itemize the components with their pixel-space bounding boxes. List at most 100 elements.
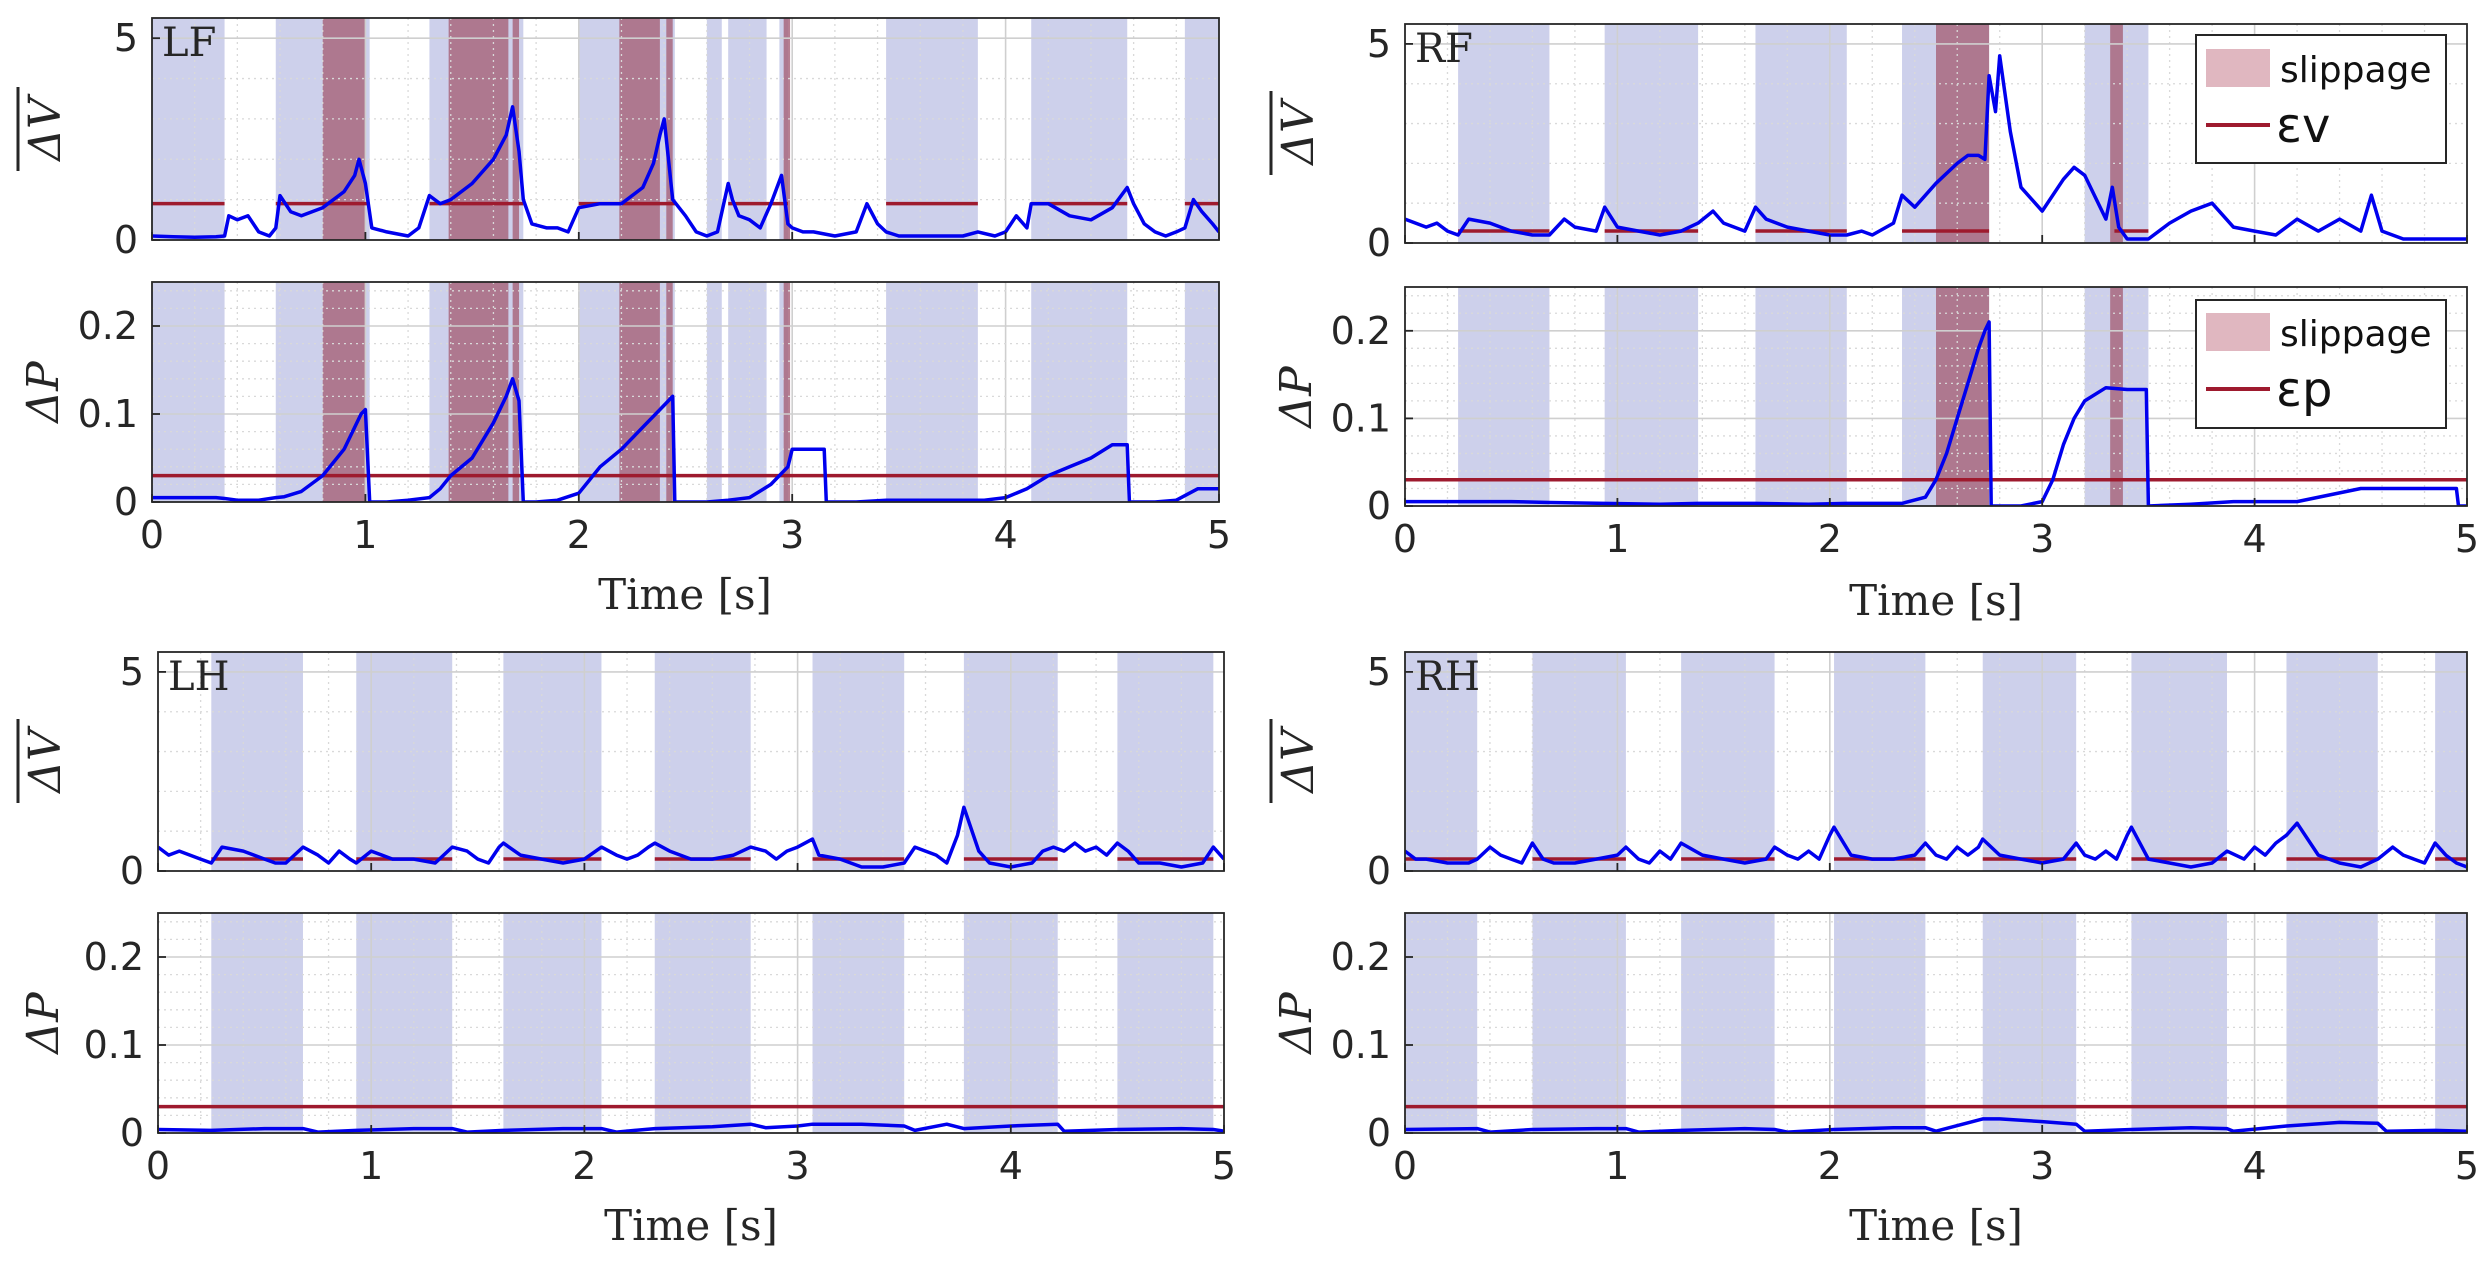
stance-region xyxy=(2131,652,2227,871)
xlabel-rf: Time [s] xyxy=(1849,576,2023,625)
x-tick-label: 1 xyxy=(353,513,377,557)
panel-label-lh: LH xyxy=(168,654,229,700)
x-tick-label: 5 xyxy=(1207,513,1231,557)
x-tick-label: 3 xyxy=(786,1144,810,1188)
slippage-region xyxy=(448,18,509,240)
y-tick-label: 0.2 xyxy=(1331,309,1391,353)
legend-rf-velocity: slippage εv xyxy=(2195,34,2447,164)
x-tick-label: 0 xyxy=(1393,1144,1417,1188)
ylabel-p-text: ΔP xyxy=(18,991,69,1056)
signal-line xyxy=(1405,821,2467,869)
stance-region xyxy=(2286,652,2378,871)
panel-lf-velocity: 05 xyxy=(114,16,1220,262)
panel-rh-velocity: 05 xyxy=(1367,650,2468,893)
ylabel-v-text: ΔV xyxy=(1273,725,1324,795)
slippage-region xyxy=(2110,287,2123,506)
grid xyxy=(1405,652,2467,871)
stance-region xyxy=(1834,913,1926,1133)
xlabel-lh: Time [s] xyxy=(604,1201,778,1250)
stance-region xyxy=(1458,24,1550,243)
ylabel-lf-p: ΔP xyxy=(18,360,69,425)
ylabel-p-text: ΔP xyxy=(1271,991,1322,1056)
panel-label-lf: LF xyxy=(162,20,216,66)
x-tick-label: 1 xyxy=(1605,517,1629,561)
stance-region xyxy=(503,913,602,1133)
stance-region xyxy=(1117,913,1214,1133)
ylabel-rf-v: ΔV xyxy=(1269,91,1324,175)
xlabel-lf: Time [s] xyxy=(598,570,772,619)
stance-region xyxy=(1681,913,1775,1133)
signal-line xyxy=(1405,1117,2467,1133)
panel-label-rh: RH xyxy=(1415,654,1480,700)
stance-region xyxy=(706,282,722,502)
slippage-region xyxy=(448,282,509,502)
ylabel-v-text: ΔV xyxy=(20,725,71,795)
x-tick-label: 2 xyxy=(1818,517,1842,561)
y-tick-label: 0.2 xyxy=(84,935,144,979)
stance-region xyxy=(1532,652,1626,871)
stance-region xyxy=(1604,24,1699,243)
stance-region xyxy=(1755,24,1847,243)
y-tick-label: 0.1 xyxy=(78,392,138,436)
grid xyxy=(1405,913,2467,1133)
x-tick-label: 4 xyxy=(2243,1144,2267,1188)
panel-lh-pressure: 0 0.1 0.2 0 1 2 3 4 5 xyxy=(84,912,1236,1188)
stance-region xyxy=(1604,287,1699,506)
stance-region xyxy=(812,913,905,1133)
axes-frame xyxy=(1404,286,2468,507)
axes-frame xyxy=(1404,651,2468,872)
y-tick-label: 0.2 xyxy=(78,304,138,348)
axes-frame xyxy=(151,17,1220,241)
panel-rh-pressure: 0 0.1 0.2 0 1 2 3 4 5 xyxy=(1331,912,2479,1188)
axes-frame xyxy=(157,912,1225,1134)
x-tick-label: 2 xyxy=(1818,1144,1842,1188)
slippage-region xyxy=(783,282,791,502)
stance-region xyxy=(654,652,751,871)
stance-region xyxy=(1117,652,1214,871)
grid xyxy=(152,282,1219,502)
y-tick-label: 5 xyxy=(1367,22,1391,66)
stance-region xyxy=(2286,913,2378,1133)
ylabel-rh-p: ΔP xyxy=(1271,991,1322,1056)
x-tick-label: 3 xyxy=(2030,1144,2054,1188)
x-tick-label: 4 xyxy=(999,1144,1023,1188)
stance-region xyxy=(1681,652,1775,871)
stance-region xyxy=(1458,287,1550,506)
signal-line xyxy=(1405,320,2467,506)
stance-region xyxy=(356,652,453,871)
y-tick-label: 0.2 xyxy=(1331,935,1391,979)
stance-region xyxy=(211,913,303,1133)
slippage-region xyxy=(619,18,660,240)
stance-region xyxy=(503,652,602,871)
stance-region xyxy=(654,913,751,1133)
x-tick-label: 0 xyxy=(146,1144,170,1188)
ylabel-lf-v: ΔV xyxy=(16,87,71,171)
y-tick-label: 0 xyxy=(114,480,138,524)
x-tick-label: 4 xyxy=(2243,517,2267,561)
stance-region xyxy=(1532,913,1626,1133)
panel-label-rf: RF xyxy=(1415,26,1473,72)
ylabel-rh-v: ΔV xyxy=(1269,719,1324,803)
stance-region xyxy=(2131,913,2227,1133)
x-tick-label: 2 xyxy=(567,513,591,557)
stance-region xyxy=(1031,282,1128,502)
legend-slippage-swatch xyxy=(2206,313,2270,351)
stance-region xyxy=(211,652,303,871)
x-tick-label: 1 xyxy=(1605,1144,1629,1188)
xlabel-rh: Time [s] xyxy=(1849,1201,2023,1250)
legend-slippage-swatch xyxy=(2206,49,2270,87)
signal-line xyxy=(1405,54,2467,241)
ylabel-rf-p: ΔP xyxy=(1271,365,1322,430)
y-tick-label: 0 xyxy=(114,218,138,262)
y-tick-label: 0 xyxy=(1367,221,1391,265)
signal-line xyxy=(152,105,1219,239)
stance-region xyxy=(706,18,722,240)
legend-eps-p-label: εp xyxy=(2276,362,2332,418)
stance-region xyxy=(2435,913,2467,1133)
panel-lh-velocity: 05 xyxy=(120,650,1225,893)
ylabel-v-text: ΔV xyxy=(1273,97,1324,167)
stance-region xyxy=(152,282,225,502)
y-tick-label: 0.1 xyxy=(84,1023,144,1067)
slippage-region xyxy=(783,18,791,240)
